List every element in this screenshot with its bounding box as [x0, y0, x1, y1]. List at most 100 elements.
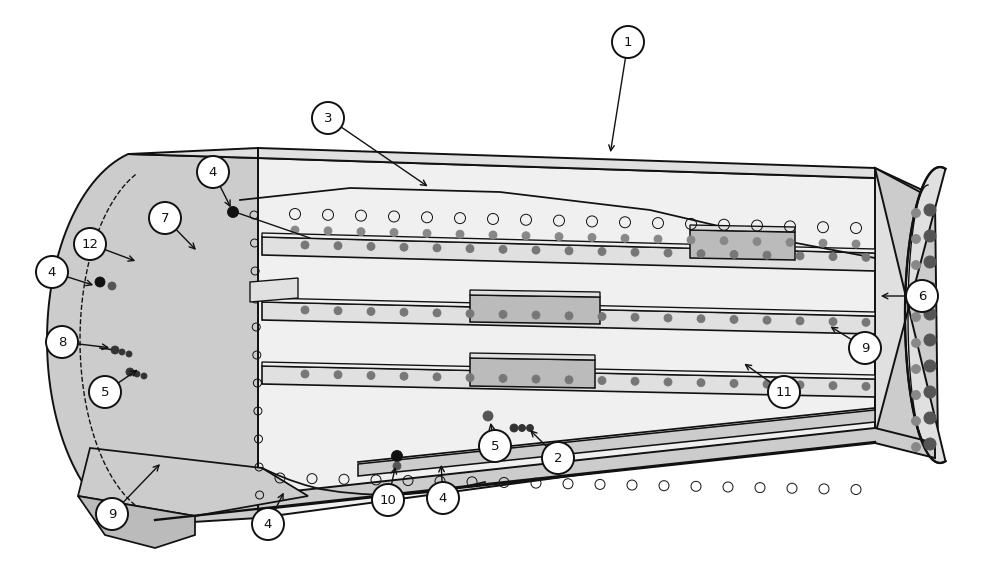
Text: 10: 10 — [380, 493, 396, 506]
Circle shape — [849, 332, 881, 364]
Circle shape — [912, 235, 920, 243]
Circle shape — [612, 26, 644, 58]
Circle shape — [912, 312, 920, 322]
Circle shape — [532, 311, 540, 319]
Circle shape — [912, 416, 920, 426]
Circle shape — [149, 202, 181, 234]
Text: 5: 5 — [491, 439, 499, 453]
Circle shape — [46, 326, 78, 358]
Text: 9: 9 — [861, 342, 869, 355]
Circle shape — [763, 380, 771, 388]
Text: 4: 4 — [264, 517, 272, 530]
Circle shape — [301, 241, 309, 249]
Circle shape — [197, 156, 229, 188]
Polygon shape — [358, 410, 875, 476]
Circle shape — [228, 206, 239, 218]
Circle shape — [134, 371, 140, 377]
Circle shape — [532, 375, 540, 383]
Circle shape — [697, 315, 705, 323]
Circle shape — [730, 250, 738, 259]
Circle shape — [252, 508, 284, 540]
Circle shape — [456, 230, 464, 238]
Circle shape — [466, 310, 474, 318]
Circle shape — [119, 349, 125, 355]
Circle shape — [631, 248, 639, 256]
Circle shape — [36, 256, 68, 288]
Text: 5: 5 — [101, 386, 109, 399]
Polygon shape — [128, 148, 258, 158]
Circle shape — [631, 313, 639, 321]
Polygon shape — [470, 295, 600, 324]
Circle shape — [697, 250, 705, 258]
Circle shape — [924, 230, 936, 242]
Circle shape — [598, 376, 606, 385]
Text: 8: 8 — [58, 336, 66, 349]
Text: 6: 6 — [918, 289, 926, 302]
Circle shape — [499, 375, 507, 382]
Circle shape — [555, 233, 563, 240]
Circle shape — [912, 209, 920, 218]
Circle shape — [862, 253, 870, 261]
Circle shape — [510, 424, 518, 432]
Circle shape — [301, 306, 309, 314]
Circle shape — [489, 231, 497, 239]
Circle shape — [126, 351, 132, 357]
Circle shape — [720, 237, 728, 245]
Circle shape — [763, 251, 771, 259]
Circle shape — [786, 238, 794, 246]
Circle shape — [89, 376, 121, 408]
Text: 4: 4 — [209, 165, 217, 179]
Circle shape — [393, 462, 401, 470]
Polygon shape — [262, 233, 875, 253]
Circle shape — [664, 378, 672, 386]
Text: 4: 4 — [48, 266, 56, 279]
Circle shape — [291, 226, 299, 234]
Circle shape — [400, 308, 408, 316]
Circle shape — [111, 346, 119, 354]
Circle shape — [367, 308, 375, 315]
Circle shape — [108, 282, 116, 290]
Polygon shape — [155, 428, 935, 521]
Circle shape — [912, 365, 920, 373]
Circle shape — [522, 232, 530, 240]
Circle shape — [912, 390, 920, 399]
Circle shape — [334, 242, 342, 250]
Circle shape — [598, 313, 606, 320]
Circle shape — [829, 318, 837, 326]
Circle shape — [526, 425, 534, 432]
Circle shape — [852, 240, 860, 248]
Polygon shape — [690, 225, 795, 232]
Circle shape — [768, 376, 800, 408]
Circle shape — [400, 243, 408, 251]
Circle shape — [924, 412, 936, 424]
Circle shape — [392, 450, 402, 462]
Polygon shape — [47, 154, 258, 526]
Polygon shape — [875, 168, 938, 450]
Text: 12: 12 — [82, 238, 98, 250]
Circle shape — [862, 318, 870, 326]
Circle shape — [924, 282, 936, 294]
Circle shape — [565, 376, 573, 384]
Polygon shape — [258, 148, 935, 206]
Polygon shape — [875, 167, 945, 463]
Circle shape — [390, 229, 398, 236]
Circle shape — [796, 252, 804, 260]
Circle shape — [427, 482, 459, 514]
Circle shape — [542, 442, 574, 474]
Circle shape — [924, 360, 936, 372]
Circle shape — [664, 314, 672, 322]
Circle shape — [829, 382, 837, 390]
Polygon shape — [470, 358, 595, 388]
Circle shape — [367, 242, 375, 250]
Circle shape — [906, 280, 938, 312]
Circle shape — [499, 245, 507, 253]
Polygon shape — [78, 496, 195, 548]
Circle shape — [924, 386, 936, 398]
Circle shape — [819, 239, 827, 247]
Circle shape — [924, 256, 936, 268]
Circle shape — [924, 438, 936, 450]
Circle shape — [796, 317, 804, 325]
Circle shape — [433, 373, 441, 381]
Circle shape — [312, 102, 344, 134]
Text: 9: 9 — [108, 507, 116, 520]
